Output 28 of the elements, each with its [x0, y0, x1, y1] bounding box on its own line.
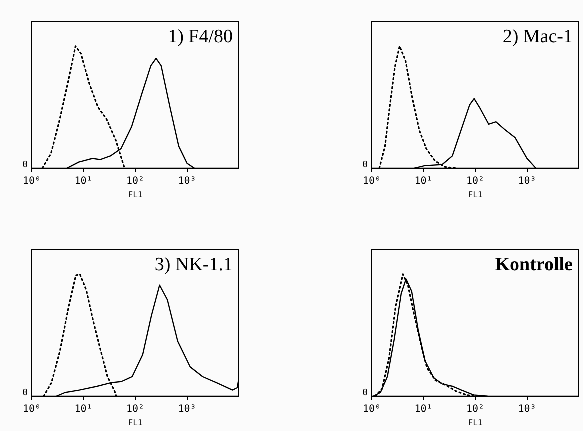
text: 0: [22, 388, 28, 399]
x-tick-label: 10²: [126, 404, 145, 415]
chart-title: 2) Mac-1: [502, 26, 573, 48]
x-tick-label: 10¹: [414, 176, 433, 187]
x-tick-label: 10⁰: [362, 176, 382, 187]
x-tick-label: 10⁰: [362, 404, 382, 415]
text: 0: [362, 388, 368, 399]
x-tick-label: 10²: [466, 176, 485, 187]
x-axis-title: FL1: [128, 190, 143, 200]
chart-title: 1) F4/80: [168, 26, 233, 48]
x-tick-label: 10¹: [74, 176, 93, 187]
x-tick-label: 10³: [518, 176, 536, 187]
x-tick-label: 10³: [178, 404, 196, 415]
x-axis-title: FL1: [128, 418, 143, 428]
x-tick-label: 10¹: [74, 404, 93, 415]
x-tick-label: 10²: [126, 176, 145, 187]
x-axis-title: FL1: [468, 418, 483, 428]
chart-title: 3) NK-1.1: [154, 254, 233, 276]
x-tick-label: 10⁰: [22, 404, 42, 415]
x-axis-title: FL1: [468, 190, 483, 200]
text: 0: [362, 160, 368, 171]
x-tick-label: 10³: [518, 404, 536, 415]
x-tick-label: 10⁰: [22, 176, 42, 187]
x-tick-label: 10²: [466, 404, 485, 415]
text: 0: [22, 160, 28, 171]
x-tick-label: 10¹: [414, 404, 433, 415]
chart-title: Kontrolle: [495, 254, 573, 276]
x-tick-label: 10³: [178, 176, 196, 187]
